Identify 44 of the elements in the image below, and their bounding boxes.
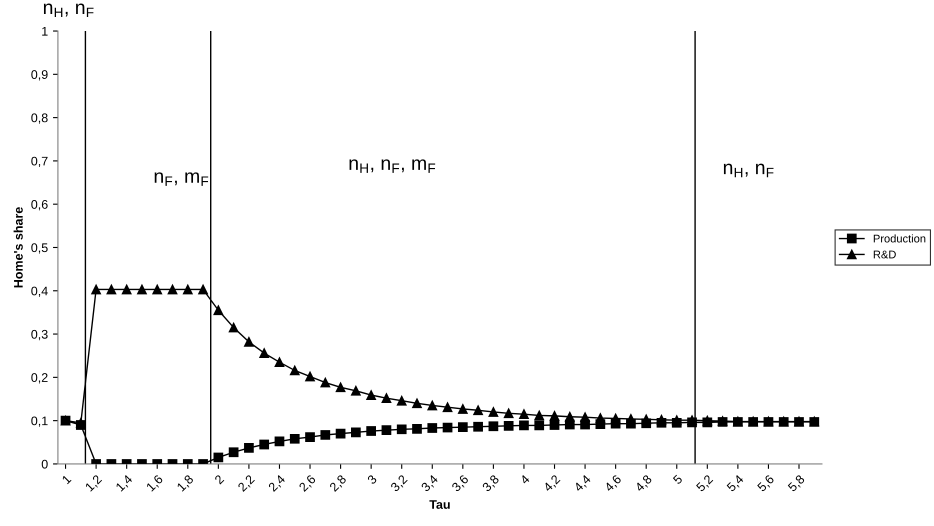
x-tick-label: 2 xyxy=(214,474,224,485)
legend-label: R&D xyxy=(874,250,896,258)
annotation: n$_{H}$, n$_{F}$ xyxy=(724,164,774,178)
x-tick-label: 5,8 xyxy=(787,474,806,494)
y-tick-label: 0,9 xyxy=(31,70,48,80)
x-tick-label: 4,2 xyxy=(542,474,562,494)
x-tick-label: 1,2 xyxy=(84,474,104,493)
x-tick-label: 3,4 xyxy=(420,474,440,494)
x-tick-label: 3,6 xyxy=(451,474,470,494)
y-tick-label: 0,5 xyxy=(31,243,48,254)
annotation: n$_{F}$, m$_{F}$ xyxy=(154,172,208,186)
text: n$_{H}$, n$_{F}$ xyxy=(44,4,94,18)
x-tick-label: 4 xyxy=(520,474,530,485)
annotation: n$_{H}$, n$_{F}$, m$_{F}$ xyxy=(350,159,436,173)
x-tick-label: 5 xyxy=(672,474,683,485)
y-tick-label: 0,6 xyxy=(31,200,48,210)
x-tick-label: 2,4 xyxy=(268,474,287,494)
y-tick-label: 1 xyxy=(42,26,48,36)
x-tick-label: 5,6 xyxy=(756,474,776,494)
x-tick-label: 3,2 xyxy=(390,474,409,494)
x-axis-title: Tau xyxy=(429,500,450,509)
y-tick-label: 0,3 xyxy=(31,330,48,340)
x-tick-label: 1 xyxy=(62,474,72,484)
y-tick-label: 0,1 xyxy=(31,416,48,427)
legend-label: Production xyxy=(874,234,926,243)
x-tick-label: 4,6 xyxy=(604,474,623,494)
y-tick-label: 0,2 xyxy=(31,373,48,384)
x-tick-label: 1,6 xyxy=(146,474,164,493)
x-tick-label: 4,4 xyxy=(573,474,592,494)
x-tick-label: 2,2 xyxy=(237,474,256,494)
x-tick-label: 5,2 xyxy=(696,474,714,494)
y-tick-label: 0 xyxy=(42,460,48,469)
x-tick-label: 3 xyxy=(366,474,378,485)
x-tick-label: 3,8 xyxy=(482,474,501,494)
x-tick-label: 2,8 xyxy=(328,474,348,494)
x-tick-label: 5,4 xyxy=(726,474,746,494)
y-axis-title: Home's share xyxy=(14,207,23,288)
y-tick-label: 0,7 xyxy=(31,156,48,168)
y-tick-label: 0,8 xyxy=(31,113,48,124)
x-tick-label: 1,4 xyxy=(115,474,134,493)
y-tick-label: 0,4 xyxy=(31,286,48,297)
x-tick-label: 1,8 xyxy=(176,474,195,493)
x-tick-label: 4,8 xyxy=(634,474,654,494)
x-tick-label: 2,6 xyxy=(298,474,318,494)
